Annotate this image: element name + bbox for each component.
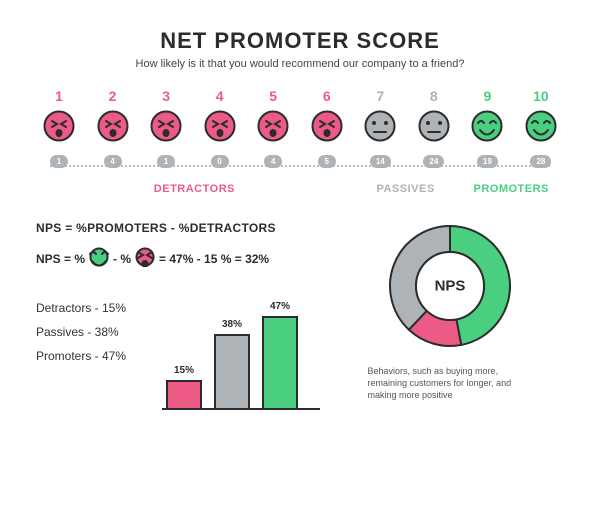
- scale-item: 4: [197, 88, 243, 147]
- label-passives: PASSIVES: [353, 183, 459, 195]
- passive-face-icon: [418, 110, 450, 147]
- scale-item: 6: [304, 88, 350, 147]
- detractor-mini-icon: [135, 247, 155, 270]
- label-promoters: PROMOTERS: [458, 183, 564, 195]
- bar: [214, 334, 250, 410]
- count-pill: 4: [104, 155, 122, 168]
- scale-tick-line: 14104514241928: [36, 155, 564, 177]
- count-pill: 0: [211, 155, 229, 168]
- bar-label: 38%: [214, 319, 250, 330]
- donut-center-label: NPS: [435, 278, 466, 295]
- formula-calc: NPS = % - % = 47% - 15 % = 32%: [36, 247, 336, 270]
- nps-scale: 1 2 3 4 5 6: [36, 88, 564, 147]
- page-title: NET PROMOTER SCORE: [36, 28, 564, 54]
- detractor-face-icon: [311, 110, 343, 147]
- scale-number: 7: [376, 88, 384, 104]
- detractor-face-icon: [257, 110, 289, 147]
- scale-item: 7: [357, 88, 403, 147]
- scale-item: 5: [250, 88, 296, 147]
- count-pill: 24: [423, 155, 444, 168]
- caption-text: Behaviors, such as buying more, remainin…: [368, 365, 533, 401]
- count-pill: 1: [50, 155, 68, 168]
- scale-item: 2: [90, 88, 136, 147]
- scale-number: 4: [216, 88, 224, 104]
- detractor-face-icon: [150, 110, 182, 147]
- scale-item: 8: [411, 88, 457, 147]
- promoter-face-icon: [525, 110, 557, 147]
- scale-number: 8: [430, 88, 438, 104]
- detractor-face-icon: [97, 110, 129, 147]
- formula-text: NPS = %PROMOTERS - %DETRACTORS: [36, 221, 336, 235]
- scale-number: 3: [162, 88, 170, 104]
- scale-number: 9: [483, 88, 491, 104]
- count-pill: 5: [318, 155, 336, 168]
- detractor-face-icon: [204, 110, 236, 147]
- scale-item: 3: [143, 88, 189, 147]
- count-pill: 14: [370, 155, 391, 168]
- scale-number: 1: [55, 88, 63, 104]
- promoter-mini-icon: [89, 247, 109, 270]
- scale-item: 10: [518, 88, 564, 147]
- scale-item: 9: [464, 88, 510, 147]
- passive-face-icon: [364, 110, 396, 147]
- bar-label: 47%: [262, 301, 298, 312]
- bar: [166, 380, 202, 410]
- promoter-face-icon: [471, 110, 503, 147]
- scale-number: 2: [109, 88, 117, 104]
- bar-chart: 15% 38% 47%: [166, 300, 316, 410]
- group-labels: DETRACTORS PASSIVES PROMOTERS: [36, 183, 564, 195]
- bar: [262, 316, 298, 410]
- scale-number: 10: [533, 88, 549, 104]
- donut-chart: NPS: [385, 221, 515, 351]
- scale-item: 1: [36, 88, 82, 147]
- bar-label: 15%: [166, 365, 202, 376]
- label-detractors: DETRACTORS: [36, 183, 353, 195]
- left-column: NPS = %PROMOTERS - %DETRACTORS NPS = % -…: [36, 221, 336, 410]
- count-pill: 4: [264, 155, 282, 168]
- right-column: NPS Behaviors, such as buying more, rema…: [336, 221, 564, 410]
- detractor-face-icon: [43, 110, 75, 147]
- count-pill: 1: [157, 155, 175, 168]
- scale-number: 6: [323, 88, 331, 104]
- count-pill: 19: [477, 155, 498, 168]
- subtitle: How likely is it that you would recommen…: [36, 58, 564, 70]
- scale-number: 5: [269, 88, 277, 104]
- count-pill: 28: [530, 155, 551, 168]
